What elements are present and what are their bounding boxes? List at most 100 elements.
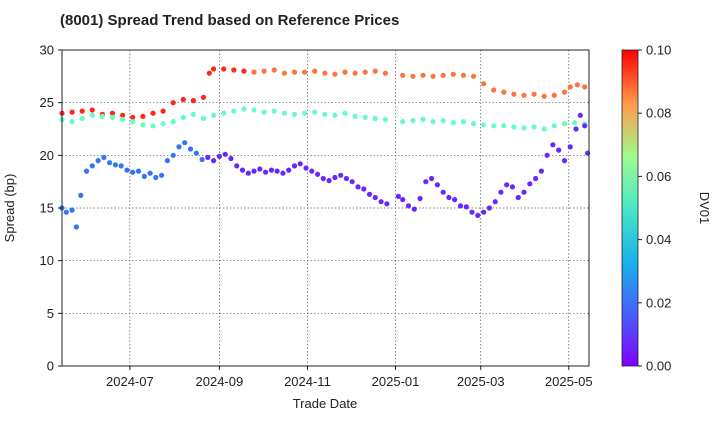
- data-point: [234, 163, 240, 169]
- x-tick-label: 2024-07: [106, 374, 154, 389]
- data-point: [274, 168, 280, 174]
- data-point: [509, 184, 516, 190]
- data-point: [303, 165, 309, 171]
- data-point: [322, 111, 328, 117]
- data-point: [199, 156, 205, 163]
- y-axis: 0 5 10 15 20 25 30: [40, 43, 62, 374]
- data-point: [302, 110, 308, 116]
- data-point: [268, 167, 274, 173]
- data-point: [470, 121, 477, 127]
- data-point: [395, 193, 401, 199]
- data-point: [147, 170, 153, 176]
- x-tick-label: 2025-01: [372, 374, 420, 389]
- x-axis-label: Trade Date: [293, 396, 358, 411]
- data-point: [281, 110, 287, 116]
- data-point: [430, 119, 436, 125]
- data-point: [342, 110, 348, 116]
- data-point: [107, 160, 113, 166]
- data-point: [221, 110, 227, 116]
- data-point: [130, 114, 136, 120]
- data-point: [211, 158, 217, 164]
- data-point: [511, 124, 517, 130]
- data-point: [527, 181, 533, 187]
- data-point: [140, 113, 146, 119]
- data-point: [135, 168, 142, 174]
- data-point: [384, 201, 390, 207]
- data-point: [141, 173, 147, 179]
- data-point: [257, 166, 263, 172]
- data-point: [450, 71, 456, 77]
- data-point: [109, 114, 116, 120]
- data-point: [241, 68, 247, 74]
- data-point: [378, 199, 384, 205]
- data-point: [572, 120, 578, 126]
- data-point: [423, 179, 429, 185]
- data-point: [193, 150, 199, 156]
- data-point: [411, 206, 417, 212]
- data-point: [159, 172, 165, 178]
- data-point: [342, 69, 348, 75]
- data-point: [440, 189, 446, 195]
- data-point: [200, 115, 207, 122]
- data-point: [501, 89, 507, 95]
- data-point: [332, 112, 338, 118]
- x-tick-label: 2025-03: [457, 374, 505, 389]
- data-point: [78, 192, 84, 198]
- data-point: [531, 124, 537, 130]
- data-point: [261, 68, 267, 74]
- colorbar-tick-label: 0.00: [646, 359, 671, 374]
- data-point: [400, 119, 406, 125]
- data-point: [452, 197, 458, 203]
- data-point: [176, 144, 182, 150]
- data-point: [69, 207, 75, 213]
- data-point: [206, 70, 212, 76]
- data-point: [251, 107, 257, 113]
- data-point: [332, 71, 338, 77]
- data-point: [573, 126, 579, 132]
- data-point: [69, 119, 75, 125]
- data-point: [245, 170, 251, 176]
- data-point: [309, 168, 315, 174]
- x-tick-label: 2024-11: [284, 374, 331, 389]
- colorbar-tick-label: 0.08: [646, 106, 671, 121]
- data-point: [280, 170, 286, 176]
- data-point: [170, 119, 176, 125]
- data-point: [550, 142, 556, 148]
- data-point: [372, 194, 378, 201]
- data-point: [160, 121, 166, 127]
- data-point: [312, 109, 318, 115]
- data-point: [541, 93, 547, 99]
- data-point: [332, 174, 338, 181]
- data-point: [440, 118, 446, 124]
- data-point: [460, 72, 466, 78]
- grid: [62, 49, 589, 367]
- data-point: [567, 144, 573, 150]
- data-point: [366, 191, 373, 197]
- y-tick-label: 10: [40, 253, 54, 268]
- data-point: [190, 98, 196, 104]
- data-point: [577, 112, 583, 118]
- data-point: [561, 158, 568, 164]
- data-point: [69, 109, 75, 115]
- data-point: [112, 162, 118, 168]
- data-point: [372, 115, 378, 122]
- y-tick-label: 30: [40, 43, 54, 58]
- data-point: [491, 87, 497, 93]
- data-point: [211, 66, 217, 72]
- data-point: [434, 182, 440, 188]
- data-point: [271, 67, 277, 73]
- colorbar-tick-label: 0.02: [646, 295, 671, 310]
- data-point: [372, 68, 378, 74]
- data-point: [410, 118, 416, 124]
- data-point: [124, 167, 130, 173]
- data-point: [430, 73, 436, 79]
- data-point: [544, 152, 550, 158]
- data-point: [205, 154, 211, 160]
- data-point: [322, 70, 328, 76]
- data-point: [120, 116, 126, 123]
- data-point: [326, 178, 332, 184]
- data-point: [362, 69, 368, 75]
- data-point: [498, 189, 504, 195]
